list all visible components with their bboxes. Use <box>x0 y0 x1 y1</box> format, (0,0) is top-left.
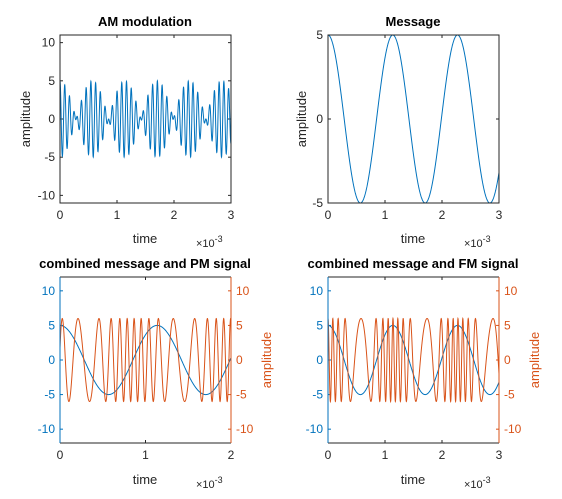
x-tick-label: 2 <box>439 448 446 462</box>
x-tick-label: 2 <box>439 208 446 222</box>
am-modulation-chart: AM modulation 0 1 2 3 -10 -5 0 5 10 time amplit… <box>18 14 235 250</box>
plot-area <box>328 277 499 443</box>
right-y-tick-label: 5 <box>236 318 243 332</box>
axes-box <box>327 34 500 204</box>
y-tick-label: 0 <box>316 353 323 367</box>
am-signal-line <box>59 79 232 159</box>
y-tick-label: 0 <box>316 112 323 126</box>
right-y-tick-label: 10 <box>236 284 250 298</box>
y-axis-label: amplitude <box>18 91 33 147</box>
y-tick-label: 0 <box>48 353 55 367</box>
plot-area <box>60 35 231 203</box>
right-y-axis-label: amplitude <box>259 332 274 388</box>
x-tick-label: 1 <box>142 448 149 462</box>
y-tick-label: -5 <box>312 388 323 402</box>
right-y-tick-label: -10 <box>504 422 522 436</box>
x-axis-label: time <box>133 472 158 487</box>
x-tick-label: 0 <box>57 208 64 222</box>
x-exponent-label: ×10-3 <box>464 234 491 250</box>
pm-signal-line <box>59 317 232 403</box>
y-tick-label: 5 <box>316 318 323 332</box>
y-tick-label: -5 <box>312 196 323 210</box>
x-exponent-label: ×10-3 <box>464 475 491 491</box>
y-tick-label: -5 <box>44 150 55 164</box>
message-signal-line <box>328 34 500 204</box>
right-y-tick-label: 0 <box>236 353 243 367</box>
y-tick-label: 5 <box>48 318 55 332</box>
chart-title: combined message and FM signal <box>308 256 519 271</box>
right-y-tick-label: 0 <box>504 353 511 367</box>
x-axis-label: time <box>401 231 426 246</box>
x-exponent-label: ×10-3 <box>196 475 223 491</box>
plot-area <box>328 35 499 203</box>
x-tick-label: 3 <box>496 448 503 462</box>
y-tick-label: 0 <box>48 112 55 126</box>
right-y-tick-label: -5 <box>504 388 515 402</box>
x-tick-label: 1 <box>382 448 389 462</box>
x-tick-label: 1 <box>382 208 389 222</box>
y-tick-label: -10 <box>38 188 56 202</box>
right-y-tick-label: 10 <box>504 284 518 298</box>
chart-title: Message <box>386 14 441 29</box>
y-tick-label: 10 <box>310 284 324 298</box>
pm-combined-chart: combined message and PM signal 0 1 2 -10 -5… <box>38 256 274 491</box>
y-tick-label: -10 <box>38 422 56 436</box>
x-tick-label: 0 <box>325 208 332 222</box>
x-tick-label: 1 <box>114 208 121 222</box>
x-tick-label: 0 <box>57 448 64 462</box>
message-signal-line <box>60 324 232 396</box>
y-tick-label: -10 <box>306 422 324 436</box>
x-tick-label: 3 <box>228 208 235 222</box>
x-tick-label: 0 <box>325 448 332 462</box>
y-tick-label: 5 <box>316 28 323 42</box>
x-axis-label: time <box>133 231 158 246</box>
chart-title: AM modulation <box>98 14 192 29</box>
y-tick-label: -5 <box>44 388 55 402</box>
y-axis-label: amplitude <box>294 91 309 147</box>
x-tick-label: 2 <box>228 448 235 462</box>
y-ticks-left: -10 -5 0 5 10 <box>38 284 63 436</box>
fm-signal-line <box>327 316 500 404</box>
right-y-tick-label: -10 <box>236 422 254 436</box>
axes-box <box>59 34 232 204</box>
y-tick-label: 10 <box>42 36 56 50</box>
right-y-axis-label: amplitude <box>527 332 542 388</box>
y-ticks-right: -10 -5 0 5 10 <box>228 284 254 436</box>
y-tick-label: 5 <box>48 74 55 88</box>
y-ticks-right: -10 -5 0 5 10 <box>496 284 522 436</box>
right-y-tick-label: -5 <box>236 388 247 402</box>
plot-area <box>60 277 231 443</box>
y-tick-label: 10 <box>42 284 56 298</box>
x-tick-label: 2 <box>171 208 178 222</box>
y-ticks-left: -10 -5 0 5 10 <box>306 284 331 436</box>
x-tick-label: 3 <box>496 208 503 222</box>
x-exponent-label: ×10-3 <box>196 234 223 250</box>
right-y-tick-label: 5 <box>504 318 511 332</box>
x-axis-label: time <box>401 472 426 487</box>
chart-title: combined message and PM signal <box>39 256 251 271</box>
